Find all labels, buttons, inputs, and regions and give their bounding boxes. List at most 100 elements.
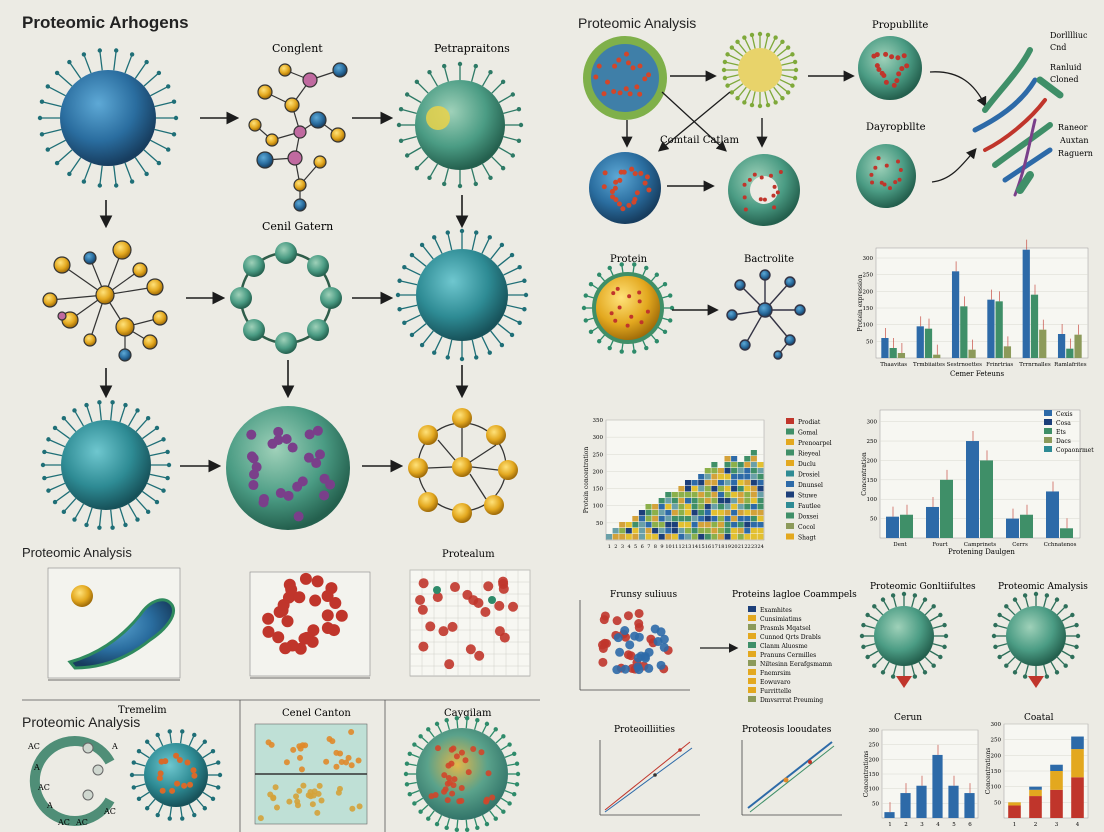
legendMid-swatch-7 [786,491,794,498]
chart4-cell-23 [757,516,764,522]
chart4-cell-11 [678,522,685,528]
chart4-cell-14 [698,480,705,486]
chart4-cell-3 [625,534,632,540]
chart4-cell-22 [750,498,757,504]
legendMid-item-4: Duclu [798,461,816,468]
legendMid-item-2: Prenoarpel [798,440,832,447]
protein-ribbon [972,47,1064,197]
chart4-cell-9 [665,534,672,540]
chart4-ytick-6: 350 [593,418,604,424]
chart4-ylabel: Protein concentration [583,447,590,514]
chart4-cell-16 [711,486,718,492]
chart4-cell-20 [737,522,744,528]
chart4-cell-10 [671,516,678,522]
virus-teal-spiky-1 [37,48,179,188]
chart1-xtick-0: Dent [893,542,907,548]
chart4-cell-13 [691,504,698,510]
plot-red-ring [249,571,371,679]
chart4-cell-16 [711,522,718,528]
chart1-bar-1-3 [1020,514,1033,538]
chart4-cell-7 [652,516,659,522]
chart4-cell-18 [724,492,731,498]
label-tremelim: Tremelim [118,705,167,716]
chart1-xtick-4: Cchnatenos [1044,542,1077,548]
virus-teal-spiky-2 [395,228,529,362]
chart4-cell-17 [717,522,724,528]
chart4-cell-10 [671,534,678,540]
chart4-cell-16 [711,516,718,522]
chart2-ytick-3: 200 [869,757,880,763]
chart4-cell-21 [744,498,751,504]
star-network [408,408,518,523]
chart4-cell-11 [678,534,685,540]
chart4-cell-22 [750,492,757,498]
chart4-cell-17 [717,498,724,504]
chart4-xtick-9: 10 [665,544,671,550]
chart4-cell-20 [737,468,744,474]
legendChart2-item-3: Dacs [1056,438,1071,445]
chart0-bar-0-0 [881,338,889,358]
chart4-cell-23 [757,486,764,492]
bar-chart-expression: 50 100 150 200 250 300 Protein expression Thaav… [857,239,1089,368]
legendLow-item-5: Pranuns Cermilles [760,652,816,659]
bar-chart-small-stacked: 50 100 150 200 250 300 Concentrations 1 2 3 4 [985,722,1089,828]
arrow-diag-2 [657,91,731,152]
chart0-ytick-4: 250 [863,273,874,279]
chart2-xtick-3: 4 [936,822,940,828]
bottom-tick-6: A [111,742,118,751]
chart4-cell-9 [665,528,672,534]
chart4-cell-18 [724,528,731,534]
chart4-cell-23 [757,480,764,486]
chart4-cell-14 [698,522,705,528]
label-proteoilliities: Proteoilliities [614,725,675,735]
chart4-cell-16 [711,468,718,474]
chart4-cell-19 [731,492,738,498]
chart4-cell-21 [744,480,751,486]
chart4-xtick-13: 14 [692,544,698,550]
chart4-cell-17 [717,492,724,498]
chart1-ytick-3: 200 [867,458,878,464]
chart4-cell-13 [691,528,698,534]
chart4-cell-8 [658,498,665,504]
chart3-bar-1-1 [1029,789,1042,797]
chart4-xtick-20: 21 [738,544,744,550]
legendChart2-item-4: Copaonrmet [1056,447,1094,454]
label-proteomic-analysis-left: Proteomic Analysis [22,545,132,560]
chart4-cell-12 [685,486,692,492]
chart4-cell-15 [704,504,711,510]
legendLow-swatch-1 [748,615,756,621]
chart4-cell-16 [711,462,718,468]
chart4-cell-14 [698,528,705,534]
chart4-cell-21 [744,462,751,468]
chart4-cell-10 [671,510,678,516]
chart4-cell-21 [744,504,751,510]
chart3-bar-1-0 [1008,802,1021,806]
chart4-xtick-12: 13 [685,544,691,550]
chart4-cell-11 [678,504,685,510]
chart4-cell-22 [750,486,757,492]
chart4-cell-22 [750,510,757,516]
chart4-cell-20 [737,474,744,480]
legendMid-swatch-11 [786,533,794,540]
chart4-xtick-4: 5 [634,544,637,550]
chart4-cell-21 [744,492,751,498]
chart4-xtick-11: 12 [679,544,685,550]
chart4-cell-7 [652,522,659,528]
chart3-xtick-3: 4 [1076,822,1080,828]
chart4-cell-12 [685,504,692,510]
chart4-cell-18 [724,516,731,522]
legendLow-item-8: Eowuvaro [760,679,791,686]
chart3-ylabel: Concentrations [985,748,992,795]
chart4-cell-11 [678,492,685,498]
legendChart2-swatch-3 [1044,437,1052,443]
chart4-ytick-4: 250 [593,452,604,458]
chart4-cell-4 [632,534,639,540]
chart4-cell-10 [671,492,678,498]
chart0-bar-1-5 [1066,348,1074,358]
chart4-cell-22 [750,480,757,486]
chart0-bar-2-3 [1003,346,1012,358]
chart4-cell-20 [737,504,744,510]
legendMid-swatch-2 [786,439,794,445]
chart4-xtick-19: 20 [731,544,737,550]
